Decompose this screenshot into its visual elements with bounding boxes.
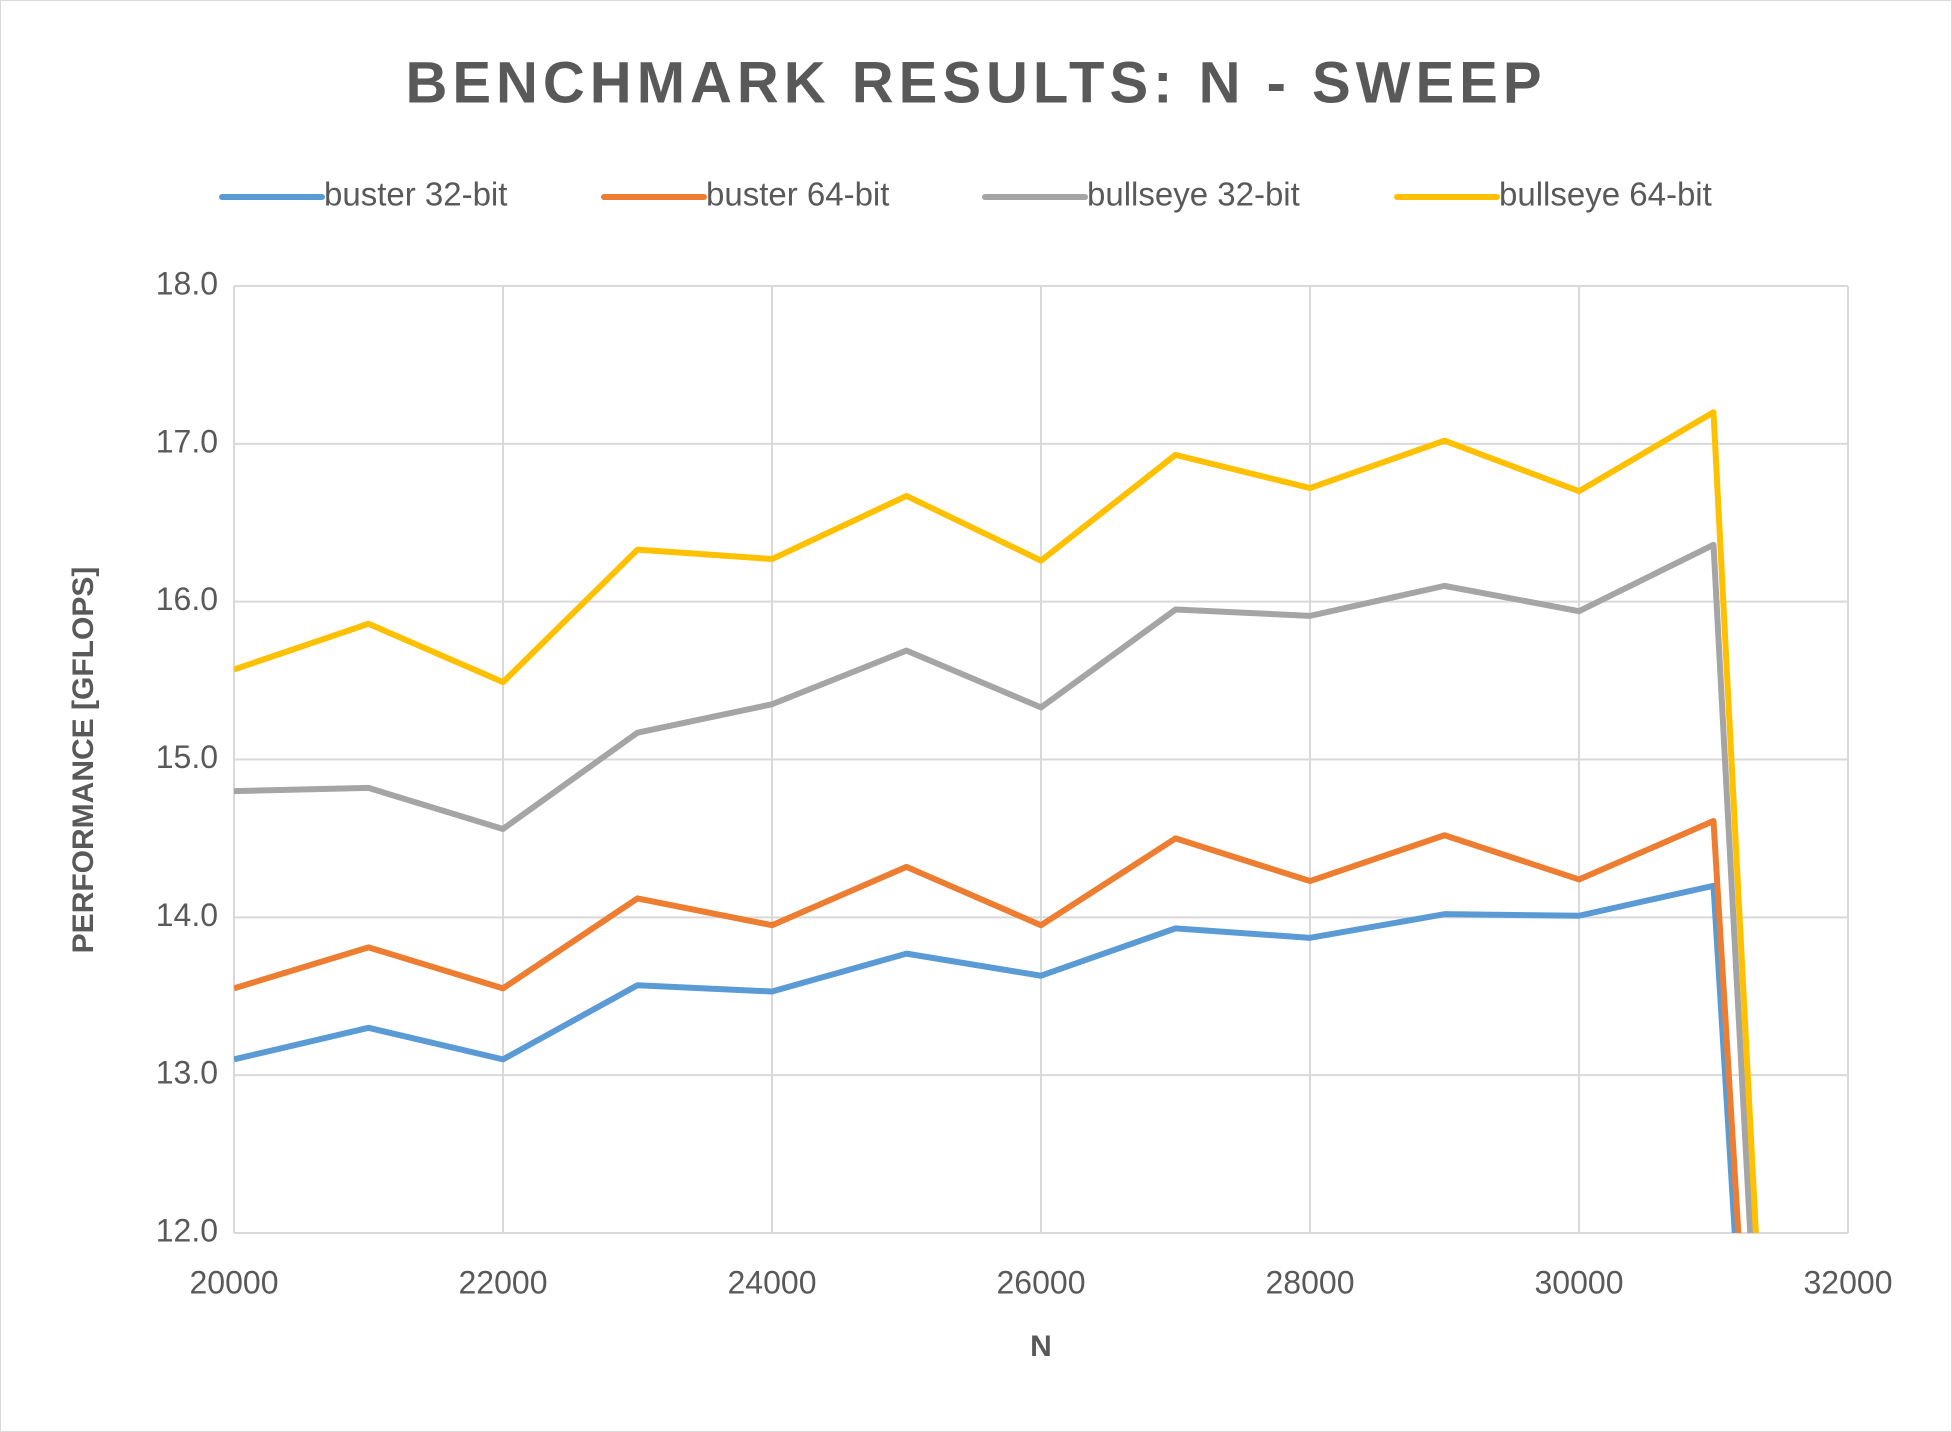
x-tick-label: 28000 [1266,1264,1355,1300]
x-tick-label: 32000 [1804,1264,1893,1300]
y-tick-label: 17.0 [156,423,218,459]
x-axis-label: N [1030,1330,1052,1363]
legend-label: buster 32-bit [324,176,507,213]
series-line [234,409,1759,1233]
legend-label: buster 64-bit [706,176,889,213]
chart-title: BENCHMARK RESULTS: N - SWEEP [405,50,1546,115]
y-tick-label: 14.0 [156,897,218,933]
x-tick-label: 26000 [997,1264,1086,1300]
y-tick-label: 13.0 [156,1055,218,1091]
y-tick-label: 18.0 [156,265,218,301]
y-tick-label: 16.0 [156,581,218,617]
series-line [234,818,1742,1233]
y-tick-label: 15.0 [156,739,218,775]
legend-label: bullseye 64-bit [1499,176,1712,213]
x-tick-label: 20000 [190,1264,279,1300]
legend-label: bullseye 32-bit [1087,176,1300,213]
x-tick-label: 24000 [728,1264,817,1300]
y-tick-label: 12.0 [156,1212,218,1248]
series-line [234,882,1738,1233]
plot-area [234,409,1759,1233]
x-tick-label: 30000 [1535,1264,1624,1300]
y-axis-label: PERFORMANCE [GFLOPS] [67,567,100,954]
series-line [234,541,1754,1233]
x-tick-label: 22000 [459,1264,548,1300]
